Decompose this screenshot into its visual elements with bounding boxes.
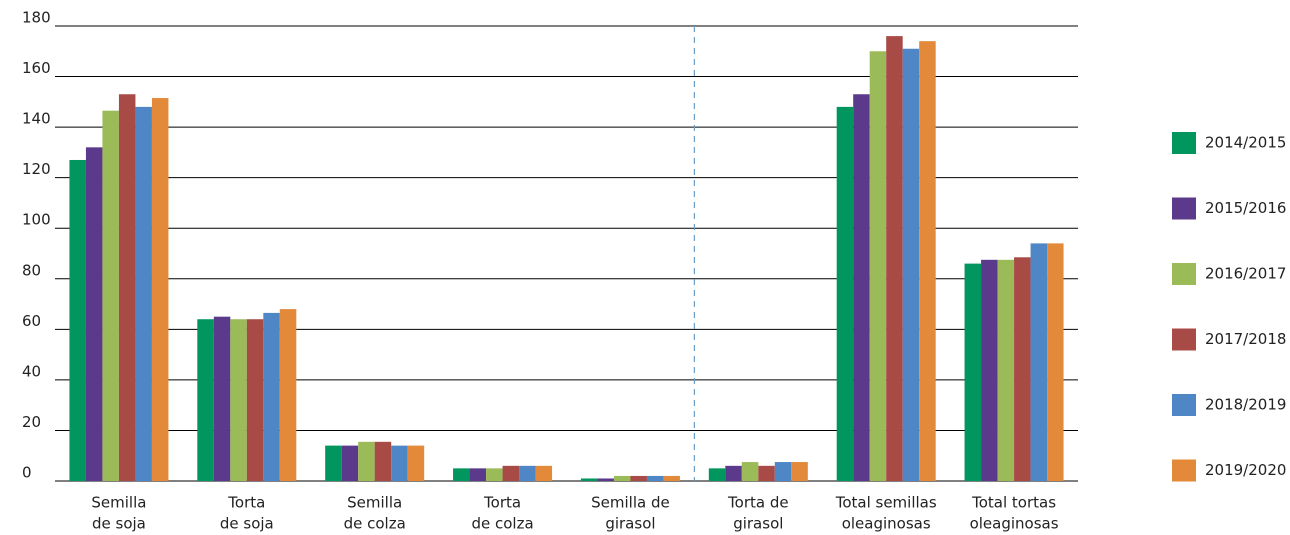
bar <box>613 475 631 481</box>
x-tick-label: oleaginosas <box>842 515 931 533</box>
bar <box>981 259 998 481</box>
bar <box>663 475 680 481</box>
x-tick-label: Torta <box>483 494 521 512</box>
bar <box>213 316 231 481</box>
bar <box>741 462 759 481</box>
legend-swatch <box>1172 263 1196 285</box>
x-tick-label: de colza <box>471 515 533 533</box>
bar <box>502 465 520 481</box>
y-tick-label: 100 <box>22 211 51 229</box>
x-tick-label: Semilla <box>347 494 402 512</box>
bar <box>646 475 664 481</box>
legend-swatch <box>1172 394 1196 416</box>
bar <box>151 98 169 482</box>
legend-label: 2018/2019 <box>1205 396 1286 414</box>
x-tick-label: Semilla <box>91 494 146 512</box>
y-tick-label: 0 <box>22 464 32 482</box>
x-tick-label: oleaginosas <box>970 515 1059 533</box>
bar <box>836 106 854 481</box>
bar <box>197 319 214 481</box>
y-tick-label: 40 <box>22 362 41 380</box>
bar <box>758 465 775 481</box>
bar <box>341 445 359 481</box>
legend-swatch <box>1172 459 1196 482</box>
x-tick-label: girasol <box>605 515 655 533</box>
bar <box>358 441 375 481</box>
legend-label: 2017/2018 <box>1205 330 1286 348</box>
bar <box>630 475 647 481</box>
x-tick-label: Total semillas <box>835 494 937 512</box>
y-tick-label: 60 <box>22 312 41 330</box>
legend-swatch <box>1172 197 1196 220</box>
bar <box>230 319 247 481</box>
x-tick-label: Torta de <box>727 494 789 512</box>
legend-label: 2016/2017 <box>1205 265 1286 283</box>
y-tick-label: 160 <box>22 59 51 77</box>
y-tick-label: 120 <box>22 160 51 178</box>
x-tick-label: Torta <box>227 494 265 512</box>
bar <box>135 106 152 481</box>
bar <box>708 468 726 481</box>
bar <box>486 468 503 481</box>
bar <box>325 445 342 481</box>
bar <box>118 94 136 481</box>
bar <box>964 263 982 481</box>
bar <box>580 478 598 481</box>
legend-label: 2019/2020 <box>1205 461 1286 479</box>
legend-label: 2015/2016 <box>1205 199 1286 217</box>
x-tick-label: Total tortas <box>971 494 1056 512</box>
bar <box>85 147 103 482</box>
x-tick-label: girasol <box>733 515 783 533</box>
bar <box>853 94 870 481</box>
bar <box>519 465 536 481</box>
x-tick-label: de soja <box>92 515 146 533</box>
bar <box>869 51 887 482</box>
bar <box>1030 243 1048 481</box>
bar <box>791 462 808 481</box>
bar <box>391 445 408 481</box>
legend-swatch <box>1172 328 1196 351</box>
bar <box>725 465 742 481</box>
bar <box>374 441 392 481</box>
bar <box>774 462 792 481</box>
x-tick-label: de colza <box>344 515 406 533</box>
x-tick-label: Semilla de <box>591 494 670 512</box>
legend-swatch <box>1172 132 1196 154</box>
bar <box>997 259 1015 481</box>
y-tick-label: 80 <box>22 261 41 279</box>
bar <box>263 312 280 481</box>
y-tick-label: 180 <box>22 9 51 27</box>
bar <box>597 478 614 481</box>
bar <box>279 309 297 481</box>
bar <box>69 159 86 481</box>
bar <box>535 465 553 481</box>
y-tick-label: 140 <box>22 110 51 128</box>
bar <box>1047 243 1064 481</box>
bar <box>246 319 264 481</box>
bar <box>469 468 487 481</box>
x-tick-label: de soja <box>220 515 274 533</box>
bar <box>407 445 425 481</box>
bar <box>886 36 903 481</box>
legend-label: 2014/2015 <box>1205 134 1286 152</box>
bar <box>902 48 920 481</box>
bar <box>1014 257 1031 481</box>
bar <box>453 468 470 481</box>
bar <box>919 41 936 482</box>
y-tick-label: 20 <box>22 413 41 431</box>
bar <box>102 110 119 482</box>
